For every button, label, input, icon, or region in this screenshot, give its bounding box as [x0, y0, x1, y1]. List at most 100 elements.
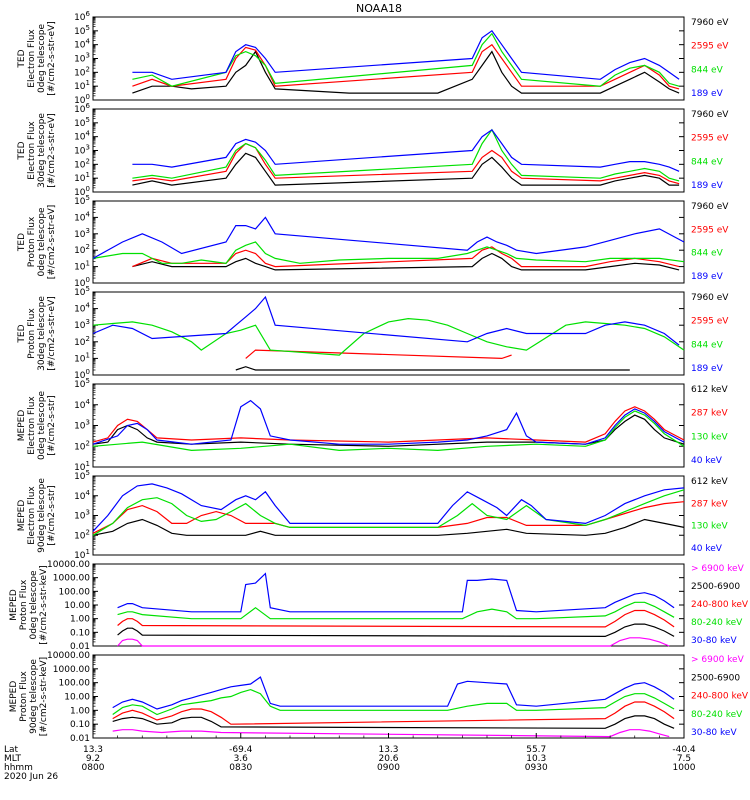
y-axis-title: MEPEDElectron Flux0deg telescope[#/cm2-s… [17, 391, 57, 461]
x-tick-lat: 55.7 [526, 745, 546, 755]
series-line-4 [92, 295, 680, 346]
series-line-4 [92, 399, 685, 445]
legend-entry: 844 eV [691, 157, 724, 167]
series-line-3 [92, 410, 685, 452]
panel-7: 0.01 0.10 1.00 10.00 100.00 1000.00 10000.00ME… [9, 560, 749, 652]
x-tick-lat: -69.4 [229, 745, 253, 755]
series-line-3 [117, 609, 675, 628]
x-axis-date: 2020 Jun 26 [4, 772, 58, 782]
panel-frame [92, 200, 685, 284]
legend-entry: 2595 eV [691, 225, 729, 235]
y-tick-label: 102 [74, 335, 90, 348]
series-line-3 [92, 489, 685, 536]
y-tick-label: 101 [74, 548, 90, 561]
series-line-4 [132, 29, 680, 80]
y-tick-label: 0.10 [70, 720, 90, 730]
y-tick-label: 101 [74, 171, 90, 184]
y-axis-title: TEDElectron Flux30deg telescope[#/cm2-s-… [17, 113, 57, 188]
legend-entry: 844 eV [691, 65, 724, 75]
y-tick-label: 100 [74, 368, 90, 381]
y-tick-label: 102 [74, 157, 90, 170]
x-tick-time: 0830 [229, 763, 252, 773]
y-tick-label: 1.00 [70, 615, 90, 625]
legend-entry: > 6900 keV [691, 655, 745, 665]
y-tick-label: 101 [74, 260, 90, 273]
y-tick-label: 102 [74, 243, 90, 256]
series-line-1 [92, 518, 685, 536]
legend-entry: 189 eV [691, 364, 724, 374]
panel-3: 100 101 102 103 104 105 TEDProton Flux0deg tel… [17, 194, 729, 289]
x-tick-time: 0900 [377, 763, 400, 773]
series-line-2 [112, 715, 675, 729]
series-line-2 [132, 246, 680, 268]
y-tick-label: 106 [74, 10, 90, 23]
series-line-4 [112, 688, 675, 716]
panel-frame [92, 563, 685, 647]
legend-entry: 40 keV [691, 456, 723, 466]
y-tick-label: 105 [74, 469, 90, 482]
series-line-5 [112, 676, 675, 710]
series-line-2 [92, 406, 685, 443]
legend-entry: 7960 eV [691, 18, 729, 28]
y-tick-label: 10000.00 [47, 651, 90, 661]
y-tick-label: 101 [74, 460, 90, 473]
y-tick-label: 103 [74, 419, 90, 432]
series-line-2 [92, 501, 685, 534]
y-tick-label: 104 [74, 130, 90, 143]
y-tick-label: 101 [74, 79, 90, 92]
y-tick-label: 10.00 [64, 693, 90, 703]
y-axis-title: TEDProton Flux0deg telescope[#/cm2-s-str… [17, 205, 57, 280]
series-line-5 [117, 572, 675, 613]
series-line-4 [117, 601, 675, 620]
legend-entry: 612 keV [691, 477, 728, 487]
series-line-2 [132, 142, 680, 185]
chart-title: NOAA18 [356, 2, 402, 15]
series-line-3 [112, 701, 675, 725]
y-tick-label: 103 [74, 52, 90, 65]
legend-entry: 2500-6900 [691, 673, 740, 683]
y-axis-title: TEDProton Flux30deg telescope[#/cm2-s-st… [17, 296, 57, 371]
series-line-1 [235, 366, 630, 371]
y-axis-title: MEPEDProton Flux90deg telescope[#/cm2-s-… [9, 657, 49, 736]
series-line-4 [92, 216, 685, 259]
y-axis-title: MEPEDProton Flux0deg telescope[#/cm2-s-s… [9, 565, 49, 644]
y-tick-label: 100 [74, 276, 90, 289]
panel-5: 101 102 103 104 105 MEPEDElectron Flux0deg te… [17, 377, 728, 473]
series-line-1 [132, 50, 680, 94]
x-row-label: hhmm [4, 763, 33, 773]
legend-entry: 30-80 keV [691, 728, 737, 738]
legend-entry: 2595 eV [691, 42, 729, 52]
series-line-3 [92, 241, 685, 264]
panel-frame [92, 383, 685, 468]
x-tick-time: 0800 [82, 763, 105, 773]
legend-entry: 2595 eV [691, 317, 729, 327]
x-tick-mlt: 9.2 [86, 754, 100, 764]
legend-entry: 844 eV [691, 249, 724, 259]
legend-entry: 30-80 keV [691, 636, 737, 646]
y-tick-label: 105 [74, 194, 90, 207]
y-tick-label: 1000.00 [53, 665, 90, 675]
series-line-1 [117, 637, 670, 647]
y-tick-label: 105 [74, 285, 90, 298]
series-line-2 [132, 43, 680, 90]
y-tick-label: 103 [74, 144, 90, 157]
panel-frame [92, 291, 685, 376]
legend-entry: 189 eV [691, 272, 724, 282]
legend-entry: 2595 eV [691, 134, 729, 144]
panel-frame [92, 654, 685, 739]
y-tick-label: 104 [74, 38, 90, 51]
series-line-4 [132, 128, 680, 172]
legend-entry: 130 keV [691, 522, 728, 532]
y-tick-label: 1.00 [70, 706, 90, 716]
y-tick-label: 105 [74, 116, 90, 129]
legend-entry: 240-800 keV [691, 692, 749, 702]
legend-entry: 287 keV [691, 409, 728, 419]
x-row-label: MLT [4, 754, 22, 764]
x-tick-lat: 13.3 [83, 745, 103, 755]
y-tick-label: 104 [74, 210, 90, 223]
legend-entry: 189 eV [691, 89, 724, 99]
x-tick-mlt: 10.3 [526, 754, 546, 764]
series-line-1 [92, 414, 685, 447]
